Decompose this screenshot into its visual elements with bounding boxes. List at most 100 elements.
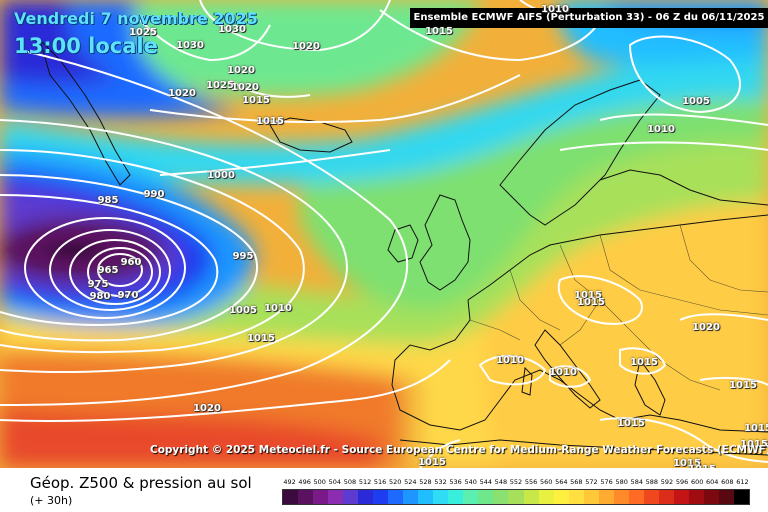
isobar-label: 1015 — [425, 26, 453, 37]
legend-level-label: 588 — [645, 478, 659, 486]
isobar-label: 1015 — [574, 290, 602, 301]
isobar-label: 975 — [87, 279, 109, 290]
legend-level-label: 532 — [434, 478, 447, 486]
isobar-label: 1030 — [176, 40, 204, 51]
isobar-label: 1020 — [227, 65, 255, 76]
forecast-date: Vendredi 7 novembre 2025 — [14, 9, 258, 28]
legend-swatch — [358, 490, 374, 504]
weather-map — [0, 0, 768, 468]
legend-swatch — [598, 490, 614, 504]
legend-swatch — [298, 490, 314, 504]
isobar-label: 1015 — [740, 439, 768, 450]
legend-swatch — [463, 490, 479, 504]
legend-swatch — [493, 490, 509, 504]
legend-swatch — [373, 490, 389, 504]
legend-swatch — [388, 490, 404, 504]
legend-swatch — [403, 490, 419, 504]
legend-level-label: 572 — [585, 478, 598, 486]
legend-swatch — [343, 490, 359, 504]
legend-level-label: 528 — [419, 478, 432, 486]
legend-level-label: 608 — [721, 478, 734, 486]
isobar-label: 1025 — [206, 80, 234, 91]
legend-swatch — [508, 490, 524, 504]
legend-swatch — [568, 490, 584, 504]
legend-level-label: 516 — [373, 478, 387, 486]
isobar-label: 1025 — [129, 27, 157, 38]
isobar-label: 1015 — [418, 457, 446, 468]
legend-level-label: 568 — [570, 478, 583, 486]
isobar-label: 1010 — [549, 367, 577, 378]
isobar-label: 1020 — [231, 82, 259, 93]
legend-level-label: 500 — [313, 478, 326, 486]
legend-level-label: 540 — [464, 478, 477, 486]
isobar-label: 990 — [143, 189, 165, 200]
isobar-label: 1010 — [496, 355, 524, 366]
isobar-label: 1020 — [168, 88, 196, 99]
footer-title: Géop. Z500 & pression au sol — [30, 474, 252, 492]
legend-swatch — [703, 490, 719, 504]
isobar-label: 980 — [89, 291, 111, 302]
legend-level-label: 492 — [283, 478, 296, 486]
isobar-label: 1010 — [647, 124, 675, 135]
legend-swatch — [613, 490, 629, 504]
legend-level-label: 496 — [298, 478, 311, 486]
legend-level-label: 596 — [675, 478, 689, 486]
legend-swatch — [583, 490, 599, 504]
isobar-label: 965 — [97, 265, 119, 276]
isobar-label: 1020 — [692, 322, 720, 333]
legend-swatch — [283, 490, 299, 504]
legend-level-label: 508 — [343, 478, 357, 486]
isobar-label: 1010 — [541, 4, 569, 15]
legend-level-label: 592 — [660, 478, 674, 486]
footer-subtitle: (+ 30h) — [30, 494, 73, 507]
legend-level-label: 580 — [615, 478, 628, 486]
legend-swatch — [433, 490, 449, 504]
isobar-label: 1030 — [218, 24, 246, 35]
legend-level-label: 560 — [539, 478, 553, 486]
isobar-label: 1015 — [617, 418, 645, 429]
isobar-label: 1020 — [292, 41, 320, 52]
legend-level-label: 536 — [449, 478, 462, 486]
isobar-label: 1000 — [207, 170, 235, 181]
isobar-label: 995 — [232, 251, 254, 262]
legend-level-label: 564 — [555, 478, 568, 486]
isobar-label: 1015 — [577, 297, 605, 308]
model-header: Ensemble ECMWF AIFS (Perturbation 33) - … — [410, 8, 768, 28]
legend-level-label: 604 — [706, 478, 719, 486]
legend-swatch — [718, 490, 734, 504]
legend-swatch — [523, 490, 539, 504]
legend-swatch — [328, 490, 344, 504]
color-legend: 492 496 500 504 508 512 516 520 524 528 532 536 540 5… — [282, 478, 750, 505]
borders — [469, 224, 768, 391]
legend-swatch — [553, 490, 569, 504]
isobar-label: 1015 — [673, 458, 701, 469]
legend-swatch — [478, 490, 494, 504]
isobar-label: 1015 — [744, 423, 768, 434]
forecast-time: 13:00 locale — [14, 34, 158, 58]
legend-level-label: 612 — [736, 478, 749, 486]
legend-swatch — [688, 490, 704, 504]
legend-swatch — [313, 490, 329, 504]
isobar-label: 985 — [97, 195, 119, 206]
legend-level-label: 584 — [630, 478, 643, 486]
isobar-label: 1005 — [229, 305, 257, 316]
coastlines — [38, 38, 768, 456]
z500-field — [0, 0, 768, 468]
legend-swatch — [733, 490, 749, 504]
isobar-label: 960 — [120, 257, 142, 268]
legend-level-label: 512 — [358, 478, 372, 486]
legend-level-label: 524 — [404, 478, 417, 486]
legend-swatch — [643, 490, 659, 504]
legend-swatch — [418, 490, 434, 504]
isobar-label: 1015 — [256, 116, 284, 127]
isobar-label: 1015 — [242, 95, 270, 106]
isobar-label: 1015 — [729, 380, 757, 391]
isobar-label: 1015 — [247, 333, 275, 344]
copyright-notice: Copyright © 2025 Meteociel.fr - Source E… — [150, 444, 768, 456]
legend-level-label: 576 — [600, 478, 613, 486]
legend-swatch — [658, 490, 674, 504]
legend-level-label: 504 — [328, 478, 342, 486]
isobar-label: 1015 — [630, 357, 658, 368]
isobar-label: 1010 — [264, 303, 292, 314]
legend-level-label: 600 — [690, 478, 704, 486]
